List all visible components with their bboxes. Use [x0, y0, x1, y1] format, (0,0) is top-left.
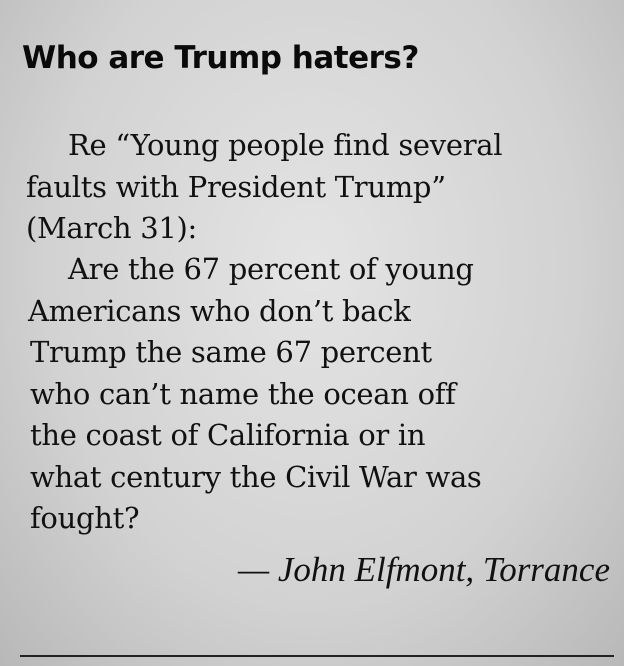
- divider: [20, 655, 614, 657]
- signature: — John Elfmont, Torrance: [237, 550, 610, 589]
- body-line: Americans who don’t back: [28, 294, 411, 328]
- body-line: Trump the same 67 percent: [30, 335, 432, 369]
- body-line: faults with President Trump”: [26, 170, 446, 204]
- body-line: Are the 67 percent of young: [68, 252, 474, 286]
- body-line: what century the Civil War was: [30, 460, 482, 494]
- body-line: who can’t name the ocean off: [30, 377, 456, 411]
- body-line: fought?: [30, 501, 140, 535]
- body-line: Re “Young people find several: [68, 128, 503, 162]
- body-line: the coast of California or in: [30, 418, 426, 452]
- headline: Who are Trump haters?: [22, 40, 419, 76]
- body-line: (March 31):: [26, 211, 197, 245]
